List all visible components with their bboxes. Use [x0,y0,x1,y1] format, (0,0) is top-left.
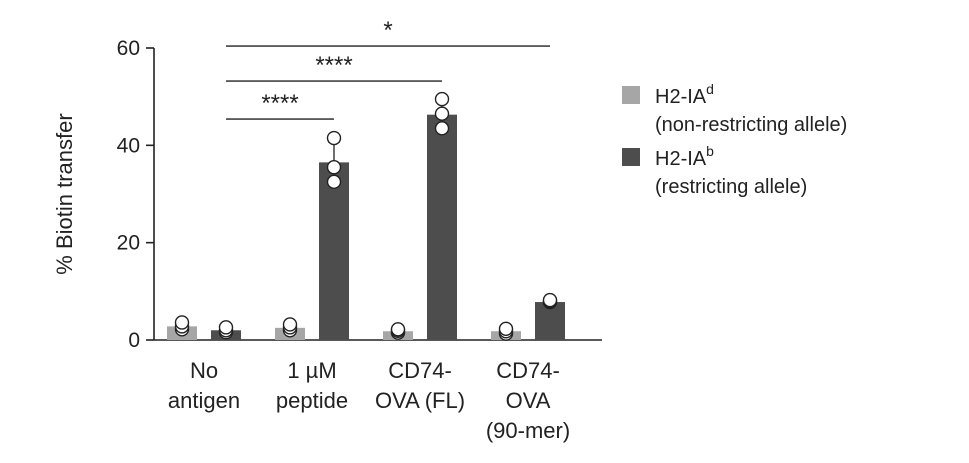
data-point [434,91,450,107]
significance-brackets: ********* [226,17,550,120]
data-point [498,321,514,337]
data-point [218,320,234,335]
x-category-label: antigen [168,388,240,413]
legend-label: H2-IAd [655,81,714,108]
data-point [434,106,450,121]
y-axis-title: % Biotin transfer [52,113,77,274]
data-point [434,121,450,136]
significance-label: **** [315,52,352,79]
legend-label: H2-IAb [655,143,714,170]
x-category-label: 1 µM [287,358,336,383]
data-point [390,322,406,337]
data-point [174,315,190,330]
error-bars [176,99,556,332]
x-category-label: CD74- [496,358,560,383]
bar [427,114,457,340]
data-point [326,160,342,175]
legend-swatch [622,86,640,104]
legend-sublabel: (restricting allele) [655,176,807,198]
y-tick-label: 60 [117,37,140,60]
x-category-label: (90-mer) [486,418,570,443]
x-category-label: CD74- [388,358,452,383]
y-tick-label: 0 [128,329,140,352]
legend-swatch [622,148,640,166]
significance-label: * [383,17,392,44]
x-category-label: No [190,358,218,383]
x-category-label: OVA (FL) [375,388,465,413]
data-point [282,317,298,332]
x-category-label: peptide [276,388,348,413]
legend-sublabel: (non-restricting allele) [655,114,847,136]
axes [153,48,602,341]
bar [319,162,349,340]
x-category-label: OVA [506,388,551,413]
y-tick-label: 20 [117,232,140,255]
data-point [326,130,342,146]
bars [167,114,565,340]
data-point [542,292,558,308]
legend: H2-IAd (non-restricting allele) H2-IAb (res… [622,81,847,198]
y-ticks: 0 20 40 60 [117,37,154,352]
data-points [174,91,558,341]
x-category-labels: No antigen 1 µM peptide CD74- OVA (FL) CD74- OV… [168,358,570,443]
data-point [326,174,342,190]
y-tick-label: 40 [117,134,140,157]
significance-label: **** [261,90,298,117]
